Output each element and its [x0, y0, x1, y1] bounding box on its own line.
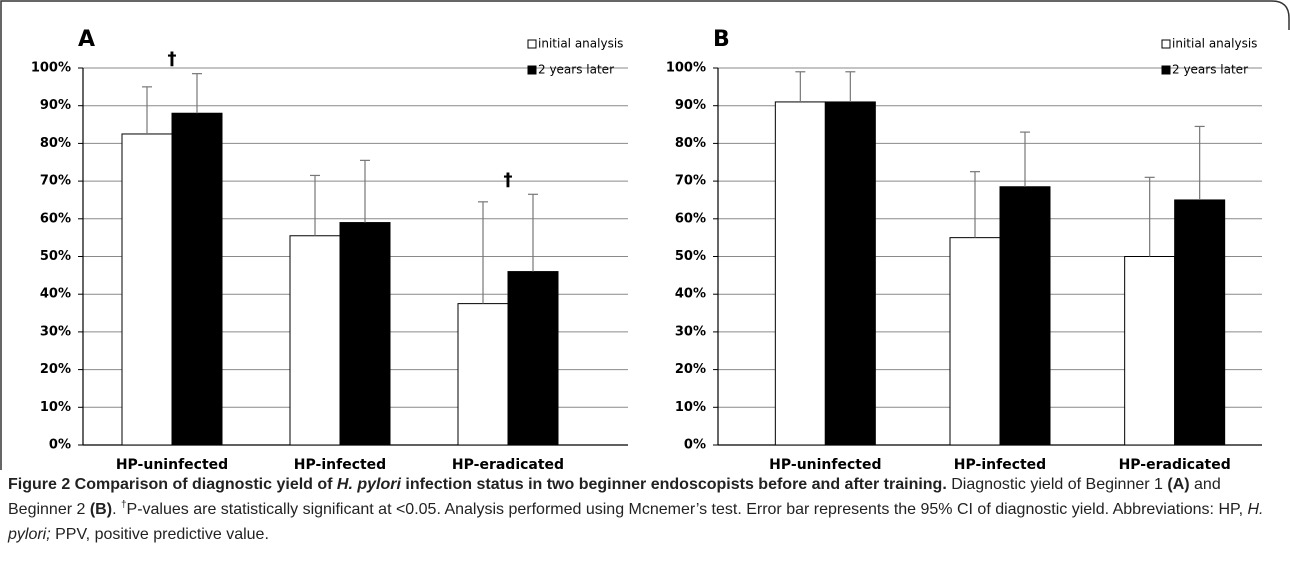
panel-label: A [78, 27, 95, 52]
y-tick-label: 10% [675, 400, 706, 415]
y-tick-label: 60% [675, 211, 706, 226]
x-tick-label: HP-uninfected [769, 457, 881, 470]
caption-run: PPV, positive predictive value. [50, 526, 269, 543]
bar [289, 235, 341, 446]
bar [171, 112, 223, 446]
legend-swatch [1161, 39, 1171, 49]
y-tick-label: 90% [675, 98, 706, 113]
caption-run: and Beginner 2 [8, 476, 1221, 518]
bar [774, 101, 826, 446]
annotation: † [168, 49, 177, 70]
x-tick-label: HP-uninfected [116, 457, 228, 470]
legend-label: 2 years later [1172, 63, 1248, 77]
x-tick-label: HP-eradicated [452, 457, 564, 470]
x-tick-label: HP-eradicated [1119, 457, 1231, 470]
bar [999, 186, 1051, 446]
charts: A 0% 10% 20% 30% 40% 50% 60% 70% 80% 90% 100% HP-uni… [0, 0, 1290, 470]
y-tick-label: 100% [666, 61, 706, 76]
bar [507, 271, 559, 446]
caption: Figure 2 Comparison of diagnostic yield … [8, 472, 1280, 547]
y-tick-label: 70% [40, 174, 71, 189]
bar [339, 222, 391, 446]
panel-label: B [713, 27, 730, 52]
y-tick-label: 20% [675, 362, 706, 377]
y-tick-label: 70% [675, 174, 706, 189]
y-tick-label: 90% [40, 98, 71, 113]
x-tick-label: HP-infected [954, 457, 1046, 470]
caption-run: . [112, 501, 121, 518]
y-tick-label: 50% [675, 249, 706, 264]
caption-run: H. pylori; [8, 501, 1264, 543]
x-tick-label: HP-infected [294, 457, 386, 470]
y-tick-label: 40% [40, 287, 71, 302]
legend-swatch [527, 39, 537, 49]
bar [949, 237, 1001, 446]
bar [457, 303, 509, 446]
y-tick-label: 40% [675, 287, 706, 302]
legend-label: initial analysis [1172, 37, 1257, 51]
y-tick-label: 50% [40, 249, 71, 264]
y-tick-label: 30% [675, 324, 706, 339]
y-tick-label: 10% [40, 400, 71, 415]
caption-run: (B) [89, 501, 113, 518]
legend-label: 2 years later [538, 63, 614, 77]
caption-run: H. pylori [336, 476, 401, 493]
caption-run: Figure 2 Comparison of diagnostic yield … [8, 476, 337, 493]
bar [121, 133, 173, 446]
caption-run: infection status in two beginner endosco… [400, 476, 947, 493]
bar [1124, 256, 1176, 446]
caption-run: (A) [1167, 476, 1190, 493]
legend-label: initial analysis [538, 37, 623, 51]
y-tick-label: 100% [31, 61, 71, 76]
frame [0, 0, 1290, 470]
annotation: † [504, 169, 513, 190]
legend-swatch [527, 65, 537, 75]
caption-run: Diagnostic yield of Beginner 1 [946, 476, 1168, 493]
caption-run: † [120, 499, 127, 511]
y-tick-label: 20% [40, 362, 71, 377]
y-tick-label: 80% [675, 136, 706, 151]
bar [1174, 199, 1226, 446]
y-tick-label: 0% [49, 438, 71, 453]
bar [824, 101, 876, 446]
y-tick-label: 0% [684, 438, 706, 453]
y-tick-label: 60% [40, 211, 71, 226]
legend-swatch [1161, 65, 1171, 75]
y-tick-label: 30% [40, 324, 71, 339]
caption-run: P-values are statistically significant a… [126, 501, 1248, 518]
y-tick-label: 80% [40, 136, 71, 151]
